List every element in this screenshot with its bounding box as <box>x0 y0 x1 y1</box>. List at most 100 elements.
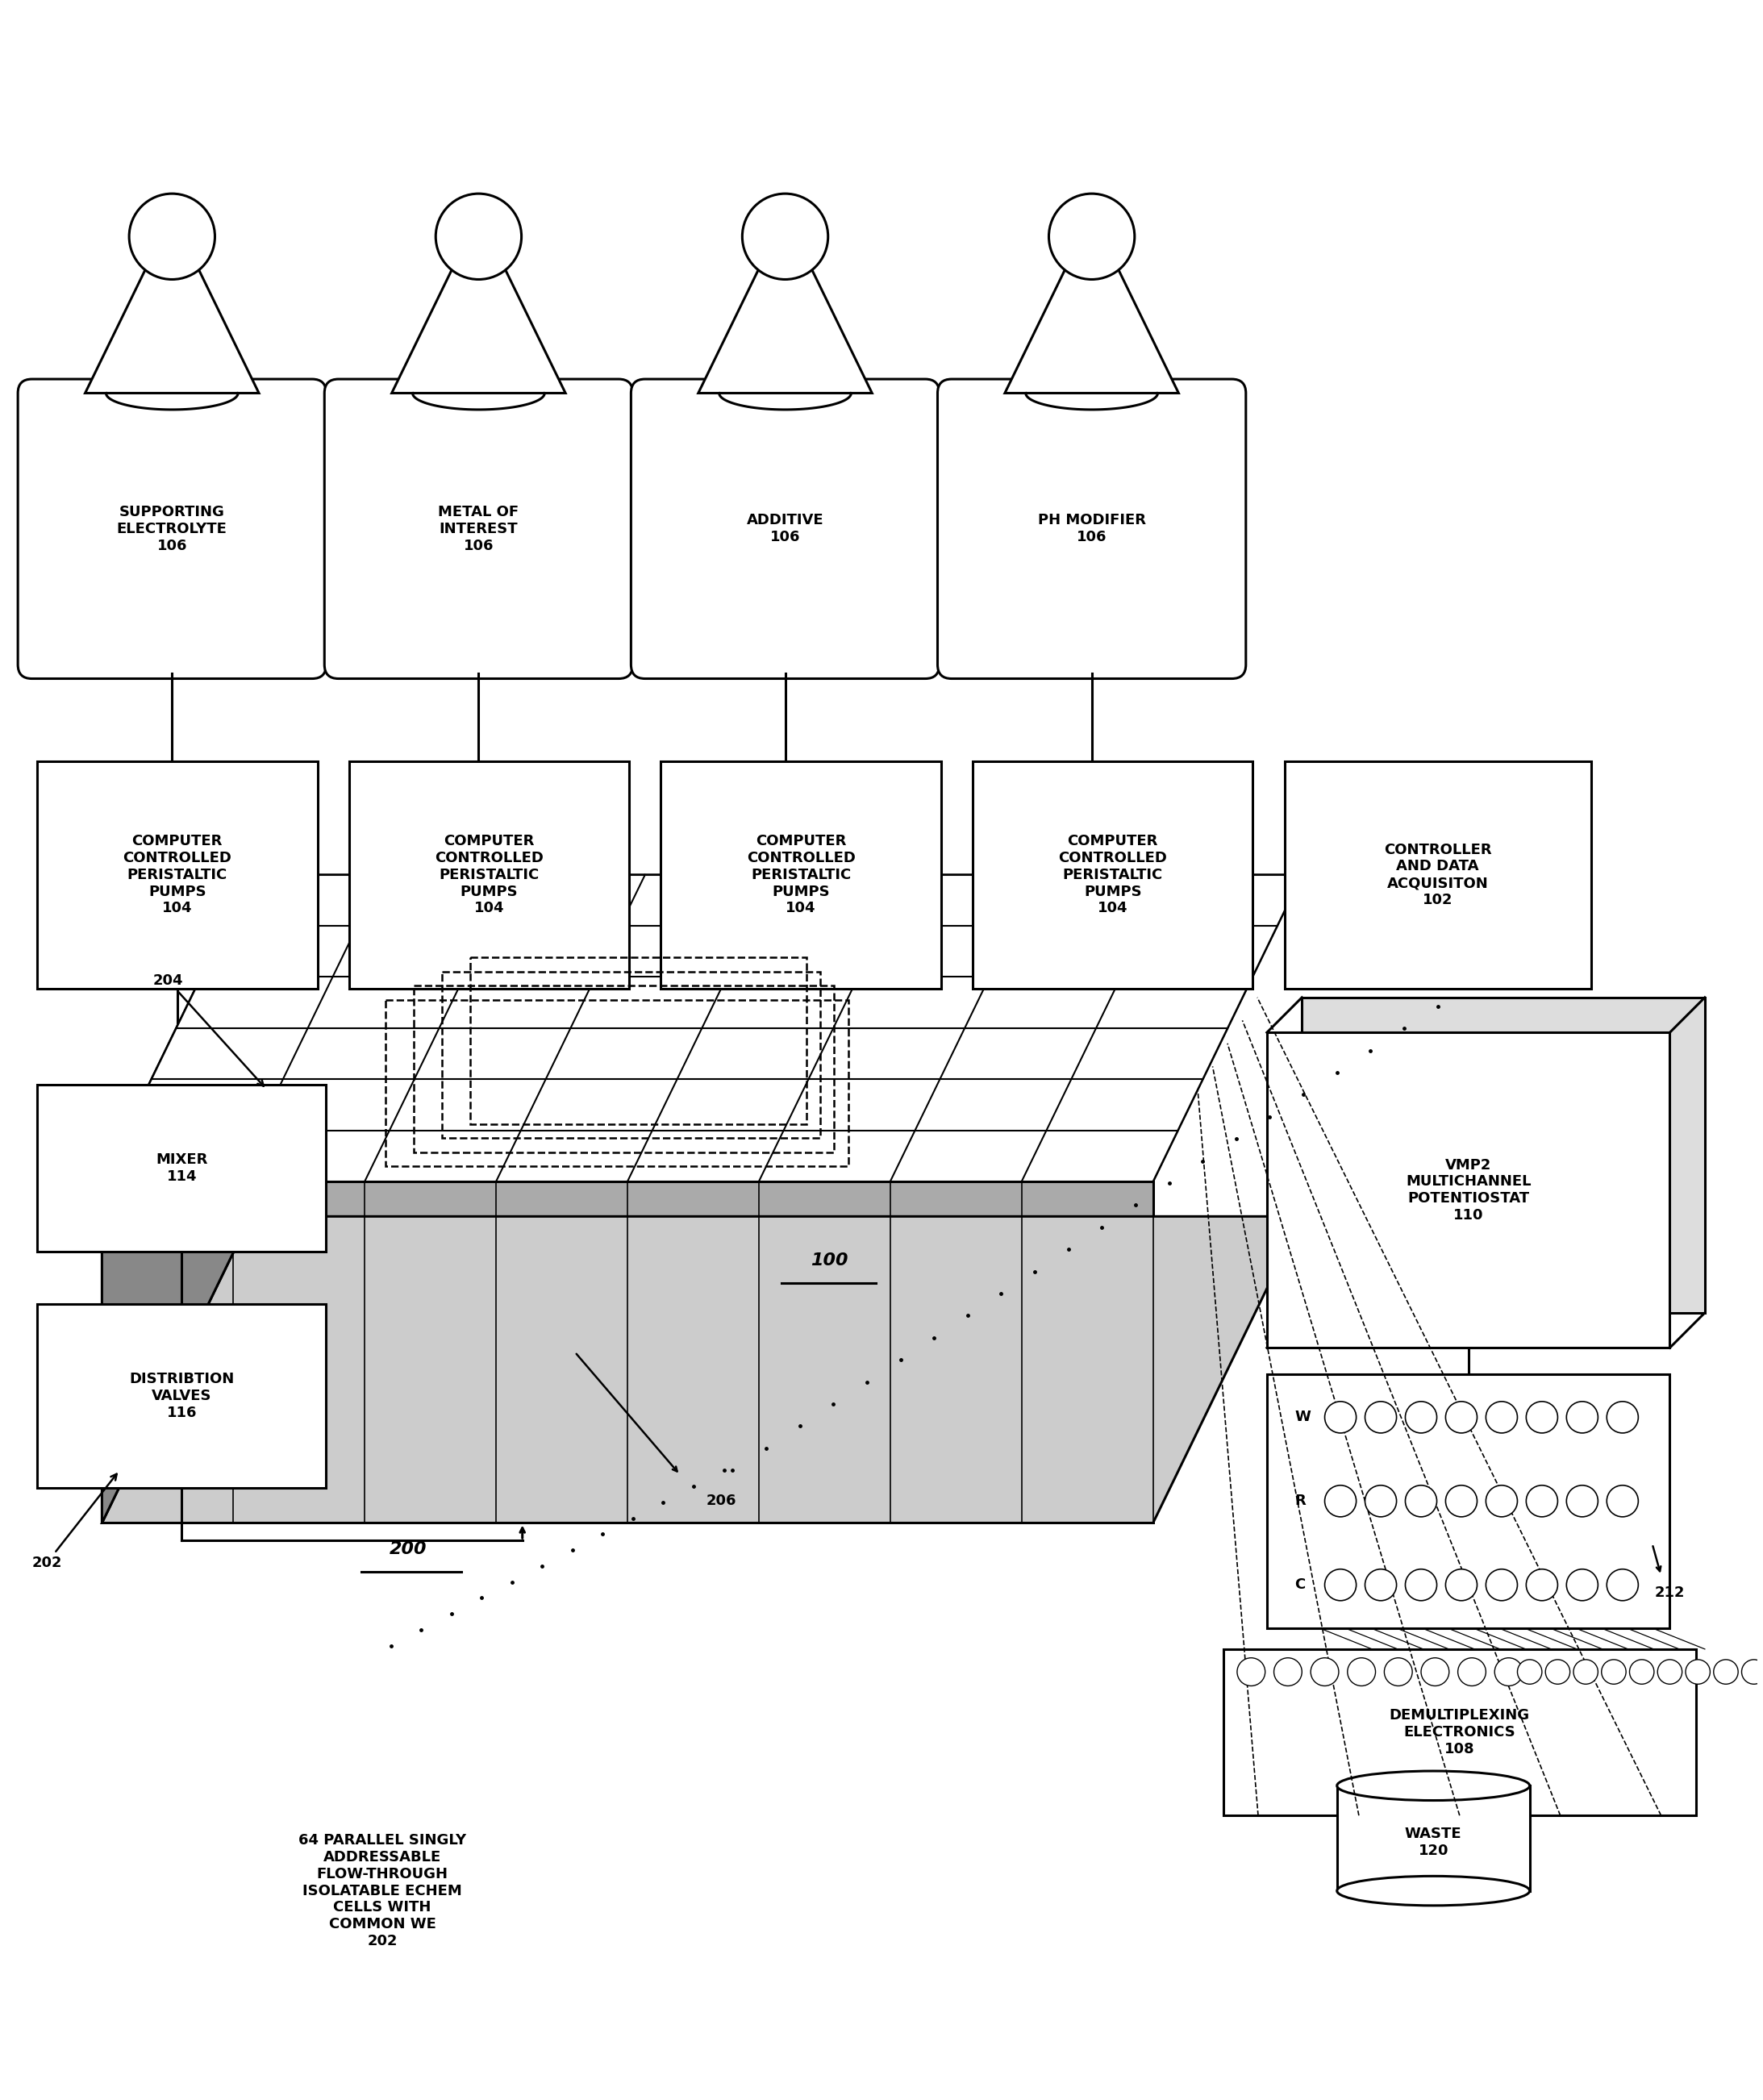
Circle shape <box>1384 1657 1412 1686</box>
Polygon shape <box>102 876 1301 1182</box>
Bar <box>386 1000 848 1166</box>
Circle shape <box>1486 1401 1518 1432</box>
Polygon shape <box>102 1130 257 1182</box>
Text: 100: 100 <box>811 1252 848 1268</box>
Text: COMPUTER
CONTROLLED
PERISTALTIC
PUMPS
104: COMPUTER CONTROLLED PERISTALTIC PUMPS 10… <box>123 834 231 916</box>
Bar <box>1224 1648 1696 1816</box>
Polygon shape <box>102 876 250 1522</box>
Text: PH MODIFIER
106: PH MODIFIER 106 <box>1038 512 1146 544</box>
Polygon shape <box>751 876 908 926</box>
Polygon shape <box>758 1130 915 1182</box>
Polygon shape <box>1005 267 1179 393</box>
Bar <box>349 760 629 989</box>
Text: WASTE
120: WASTE 120 <box>1405 1827 1462 1858</box>
Text: VMP2
MULTICHANNEL
POTENTIOSTAT
110: VMP2 MULTICHANNEL POTENTIOSTAT 110 <box>1405 1157 1530 1222</box>
Circle shape <box>1446 1401 1477 1432</box>
Polygon shape <box>309 976 464 1029</box>
FancyBboxPatch shape <box>631 380 940 678</box>
Polygon shape <box>785 1079 940 1130</box>
Polygon shape <box>414 1029 571 1079</box>
Circle shape <box>1405 1401 1437 1432</box>
Text: COMPUTER
CONTROLLED
PERISTALTIC
PUMPS
104: COMPUTER CONTROLLED PERISTALTIC PUMPS 10… <box>1058 834 1167 916</box>
Circle shape <box>1546 1659 1571 1684</box>
Bar <box>37 1304 326 1489</box>
Polygon shape <box>989 926 1146 976</box>
Circle shape <box>1324 1569 1356 1600</box>
Circle shape <box>1629 1659 1654 1684</box>
Circle shape <box>1049 193 1135 279</box>
FancyBboxPatch shape <box>18 380 326 678</box>
Circle shape <box>1657 1659 1682 1684</box>
Ellipse shape <box>1336 1770 1530 1800</box>
Polygon shape <box>890 1130 1047 1182</box>
Polygon shape <box>201 926 358 976</box>
Bar <box>1301 997 1705 1312</box>
Circle shape <box>1324 1485 1356 1516</box>
Circle shape <box>1486 1569 1518 1600</box>
Polygon shape <box>596 926 751 976</box>
Circle shape <box>1567 1401 1597 1432</box>
Polygon shape <box>464 926 621 976</box>
Text: W: W <box>1296 1409 1312 1424</box>
Polygon shape <box>152 1029 309 1079</box>
Circle shape <box>1347 1657 1375 1686</box>
Text: 212: 212 <box>1655 1586 1685 1600</box>
Circle shape <box>1714 1659 1738 1684</box>
Polygon shape <box>390 1079 547 1130</box>
Text: 202: 202 <box>32 1474 116 1571</box>
Ellipse shape <box>1336 1875 1530 1905</box>
Polygon shape <box>698 267 873 393</box>
Polygon shape <box>1072 1029 1227 1079</box>
Circle shape <box>1527 1401 1558 1432</box>
Text: METAL OF
INTEREST
106: METAL OF INTEREST 106 <box>439 504 518 552</box>
Polygon shape <box>571 976 726 1029</box>
Circle shape <box>129 193 215 279</box>
Circle shape <box>1601 1659 1625 1684</box>
Polygon shape <box>226 876 383 926</box>
Polygon shape <box>284 1029 439 1079</box>
Circle shape <box>1405 1569 1437 1600</box>
Text: CONTROLLER
AND DATA
ACQUISITON
102: CONTROLLER AND DATA ACQUISITON 102 <box>1384 842 1491 907</box>
Bar <box>973 760 1253 989</box>
Circle shape <box>1606 1401 1638 1432</box>
Polygon shape <box>365 1130 520 1182</box>
Polygon shape <box>964 976 1121 1029</box>
Circle shape <box>1606 1569 1638 1600</box>
Polygon shape <box>809 1029 964 1079</box>
Polygon shape <box>333 926 488 976</box>
Polygon shape <box>257 1079 414 1130</box>
Polygon shape <box>1047 1079 1202 1130</box>
Polygon shape <box>488 876 645 926</box>
Polygon shape <box>102 1216 1301 1522</box>
Polygon shape <box>102 1182 1153 1522</box>
Polygon shape <box>652 1079 809 1130</box>
Polygon shape <box>85 267 259 393</box>
Polygon shape <box>726 926 883 976</box>
Circle shape <box>1421 1657 1449 1686</box>
Circle shape <box>435 193 522 279</box>
Bar <box>37 760 317 989</box>
Circle shape <box>1527 1569 1558 1600</box>
Text: 200: 200 <box>390 1541 427 1558</box>
Circle shape <box>1567 1569 1597 1600</box>
Polygon shape <box>834 976 989 1029</box>
Text: COMPUTER
CONTROLLED
PERISTALTIC
PUMPS
104: COMPUTER CONTROLLED PERISTALTIC PUMPS 10… <box>746 834 855 916</box>
Polygon shape <box>621 876 776 926</box>
Polygon shape <box>1021 1130 1178 1182</box>
Circle shape <box>1458 1657 1486 1686</box>
Circle shape <box>742 193 829 279</box>
Bar <box>1268 1373 1670 1628</box>
Circle shape <box>1405 1485 1437 1516</box>
Polygon shape <box>495 1130 652 1182</box>
Polygon shape <box>915 1079 1072 1130</box>
Circle shape <box>1495 1657 1523 1686</box>
Polygon shape <box>391 267 566 393</box>
Polygon shape <box>547 1029 702 1079</box>
Text: DISTRIBTION
VALVES
116: DISTRIBTION VALVES 116 <box>129 1371 234 1420</box>
Text: 204: 204 <box>153 972 264 1086</box>
Polygon shape <box>677 1029 834 1079</box>
Bar <box>1285 760 1590 989</box>
Text: 64 PARALLEL SINGLY
ADDRESSABLE
FLOW-THROUGH
ISOLATABLE ECHEM
CELLS WITH
COMMON W: 64 PARALLEL SINGLY ADDRESSABLE FLOW-THRO… <box>298 1833 465 1949</box>
Polygon shape <box>883 876 1038 926</box>
Circle shape <box>1275 1657 1301 1686</box>
